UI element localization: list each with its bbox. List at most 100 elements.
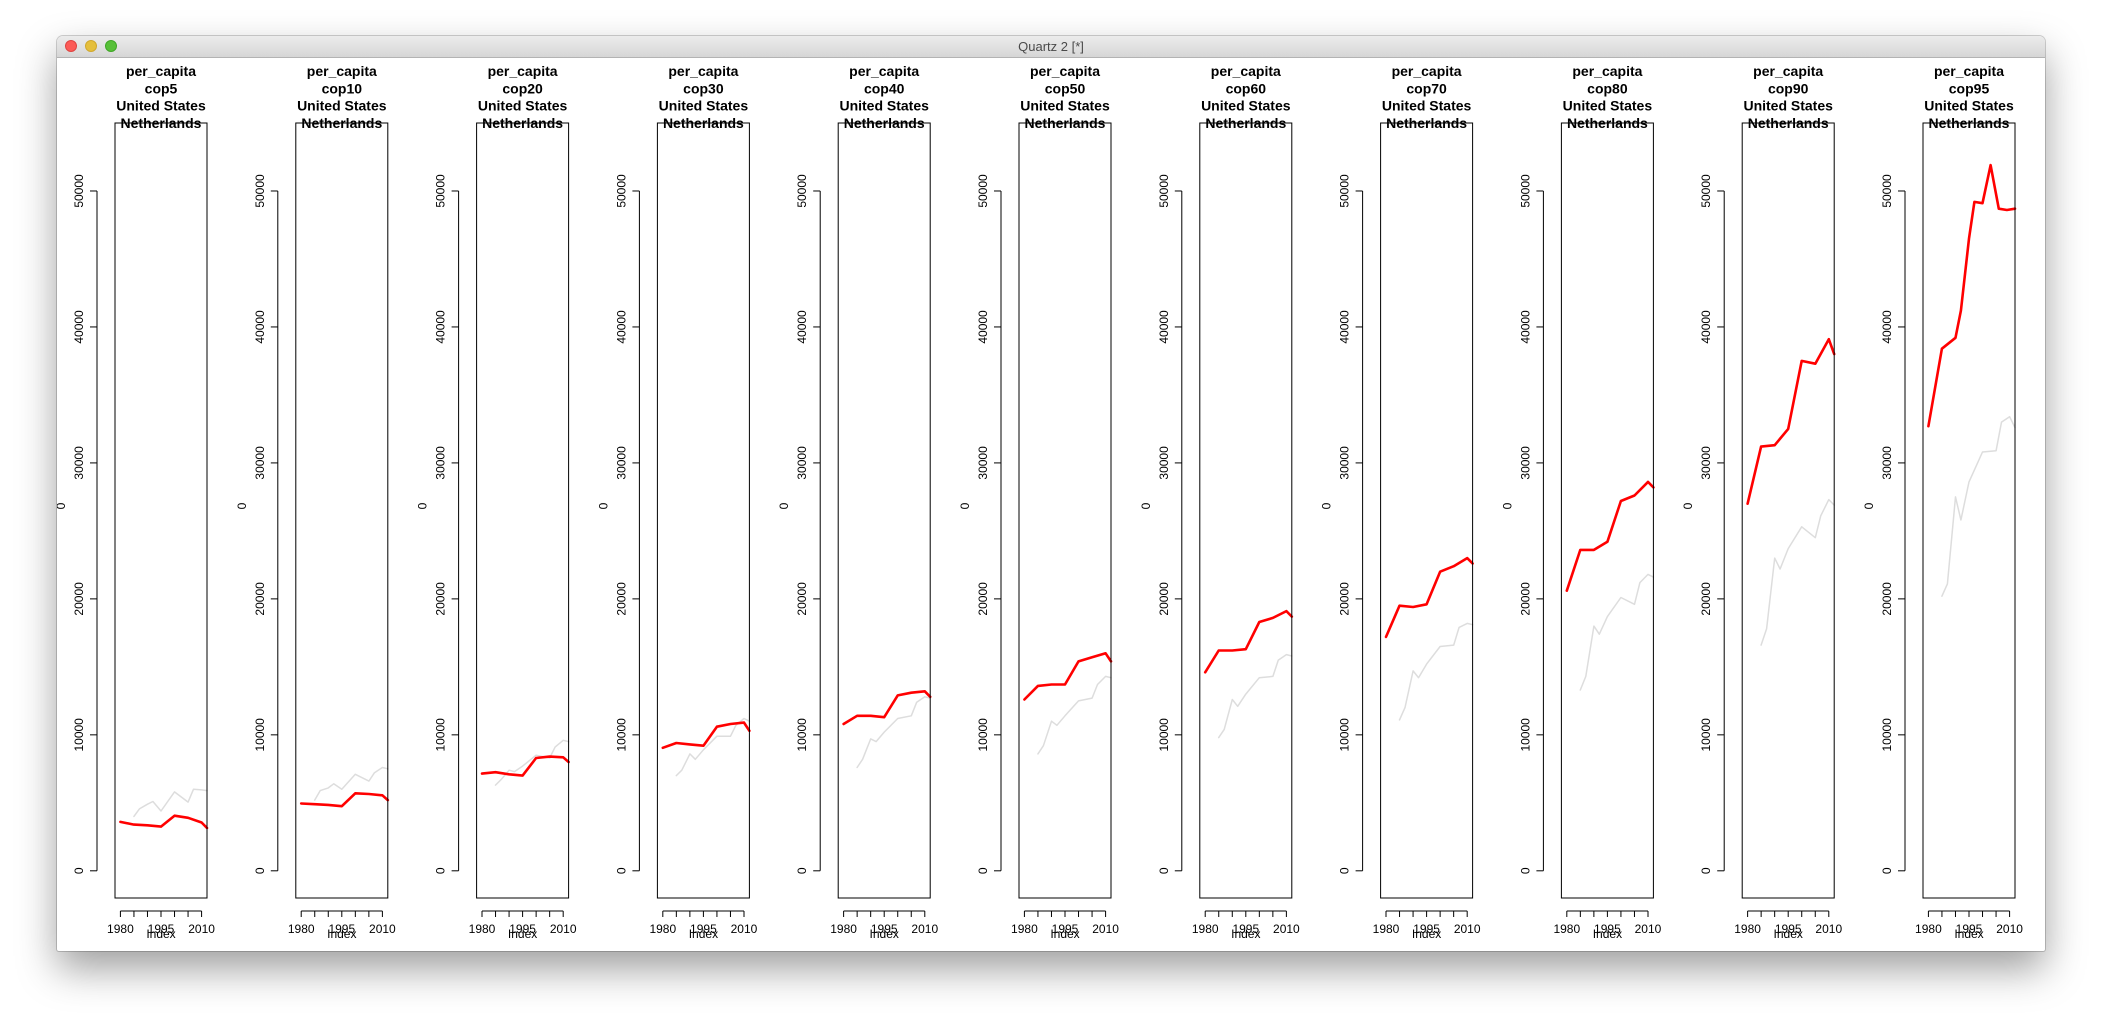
y-tick-label: 0	[1880, 867, 1894, 874]
x-axis-label: Index	[1774, 927, 1803, 941]
x-tick-label: 2010	[550, 922, 577, 936]
panel-title-line: per_capita	[1030, 63, 1100, 79]
y-tick-label: 30000	[434, 446, 448, 480]
y-tick-label: 50000	[795, 174, 809, 208]
y-axis-label: 0	[596, 502, 610, 509]
y-tick-label: 40000	[1880, 310, 1894, 344]
x-tick-label: 1995	[1775, 922, 1802, 936]
x-axis-label: Index	[146, 927, 175, 941]
x-tick-label: 1995	[148, 922, 175, 936]
series-line-netherlands	[1217, 653, 1293, 739]
x-tick-label: 1995	[1052, 922, 1079, 936]
x-tick-label: 1995	[871, 922, 898, 936]
x-tick-label: 1980	[1915, 922, 1942, 936]
series-line-netherlands	[313, 766, 389, 801]
y-tick-label: 40000	[1518, 310, 1532, 344]
series-line-united-states	[1384, 556, 1474, 639]
y-axis-label: 0	[235, 502, 249, 509]
panel-title-line: per_capita	[1211, 63, 1281, 79]
x-axis-label: Index	[1412, 927, 1441, 941]
y-tick-label: 40000	[434, 310, 448, 344]
panel-title-line: United States	[1924, 98, 2014, 114]
series-line-netherlands	[1760, 498, 1835, 646]
y-tick-label: 0	[72, 867, 86, 874]
panel-title-line: Netherlands	[663, 115, 744, 131]
y-tick-label: 10000	[1518, 718, 1532, 752]
y-tick-label: 50000	[1518, 174, 1532, 208]
x-tick-label: 2010	[188, 922, 215, 936]
y-tick-label: 0	[1518, 867, 1532, 874]
y-tick-label: 10000	[72, 718, 86, 752]
y-tick-label: 40000	[1699, 310, 1713, 344]
y-tick-label: 30000	[614, 446, 628, 480]
y-tick-label: 40000	[614, 310, 628, 344]
minimize-button[interactable]	[85, 40, 97, 52]
plot-frame	[1018, 122, 1112, 899]
x-tick-label: 2010	[369, 922, 396, 936]
title-bar[interactable]: Quartz 2 [*]	[57, 36, 2045, 58]
plot-frame	[476, 122, 570, 899]
x-tick-label: 1995	[509, 922, 536, 936]
y-tick-label: 10000	[1880, 718, 1894, 752]
panel-title-line: United States	[1020, 98, 1110, 114]
y-axis-label: 0	[1320, 502, 1334, 509]
plot-frame	[1380, 122, 1474, 899]
y-tick-label: 0	[614, 867, 628, 874]
x-tick-label: 2010	[731, 922, 758, 936]
y-tick-label: 20000	[1338, 582, 1352, 616]
plot-frame	[1199, 122, 1293, 899]
y-tick-label: 10000	[614, 718, 628, 752]
zoom-button[interactable]	[105, 40, 117, 52]
y-tick-label: 50000	[1880, 174, 1894, 208]
series-line-united-states	[661, 721, 751, 750]
x-tick-label: 1980	[649, 922, 676, 936]
y-axis-label: 0	[777, 502, 791, 509]
plot-frame	[1560, 122, 1654, 899]
x-tick-label: 1980	[830, 922, 857, 936]
series-line-netherlands	[1579, 573, 1655, 691]
y-axis-label: 0	[958, 502, 972, 509]
y-tick-label: 30000	[72, 446, 86, 480]
panel-title-line: per_capita	[307, 63, 377, 79]
y-tick-label: 50000	[1157, 174, 1171, 208]
series-line-netherlands	[1037, 675, 1112, 755]
series-line-netherlands	[856, 696, 931, 769]
x-tick-label: 2010	[1996, 922, 2023, 936]
y-tick-label: 0	[1338, 867, 1352, 874]
quartz-window: Quartz 2 [*] per_capita cop5 United States…	[57, 36, 2045, 951]
plot-frame	[114, 122, 208, 899]
plot-frame	[837, 122, 931, 899]
y-tick-label: 0	[795, 867, 809, 874]
y-tick-label: 50000	[1338, 174, 1352, 208]
x-tick-label: 1980	[1192, 922, 1219, 936]
series-line-united-states	[480, 755, 570, 777]
y-tick-label: 30000	[1338, 446, 1352, 480]
panel-title-line: per_capita	[668, 63, 738, 79]
panel-title-line: cop60	[1226, 80, 1267, 96]
y-tick-label: 10000	[1699, 718, 1713, 752]
y-tick-label: 10000	[253, 718, 267, 752]
series-line-netherlands	[1398, 622, 1474, 721]
panel-title-line: United States	[1382, 98, 1472, 114]
panel-title-line: per_capita	[1934, 63, 2004, 79]
panel-title-line: per_capita	[126, 63, 196, 79]
y-tick-label: 30000	[976, 446, 990, 480]
close-button[interactable]	[65, 40, 77, 52]
series-line-united-states	[1746, 337, 1836, 506]
y-tick-label: 40000	[976, 310, 990, 344]
panel-title-line: Netherlands	[1386, 115, 1467, 131]
y-tick-label: 20000	[1699, 582, 1713, 616]
x-tick-label: 1980	[1734, 922, 1761, 936]
y-tick-label: 40000	[1338, 310, 1352, 344]
panel-title-line: per_capita	[1572, 63, 1642, 79]
x-axis-label: Index	[1593, 927, 1622, 941]
panel-title-line: per_capita	[1753, 63, 1823, 79]
y-tick-label: 20000	[72, 582, 86, 616]
panel-title-line: Netherlands	[1567, 115, 1648, 131]
x-axis-label: Index	[1050, 927, 1079, 941]
x-tick-label: 1995	[690, 922, 717, 936]
panel-title-line: Netherlands	[121, 115, 202, 131]
